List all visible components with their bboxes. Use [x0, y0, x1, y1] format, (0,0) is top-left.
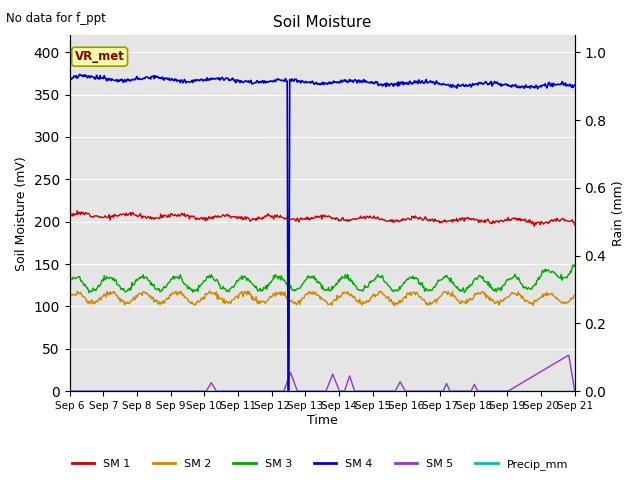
Y-axis label: Soil Moisture (mV): Soil Moisture (mV)	[15, 156, 28, 271]
Y-axis label: Rain (mm): Rain (mm)	[612, 180, 625, 246]
Text: No data for f_ppt: No data for f_ppt	[6, 12, 106, 25]
X-axis label: Time: Time	[307, 414, 337, 427]
Text: VR_met: VR_met	[75, 50, 125, 63]
Legend: SM 1, SM 2, SM 3, SM 4, SM 5, Precip_mm: SM 1, SM 2, SM 3, SM 4, SM 5, Precip_mm	[68, 455, 572, 474]
Title: Soil Moisture: Soil Moisture	[273, 15, 371, 30]
